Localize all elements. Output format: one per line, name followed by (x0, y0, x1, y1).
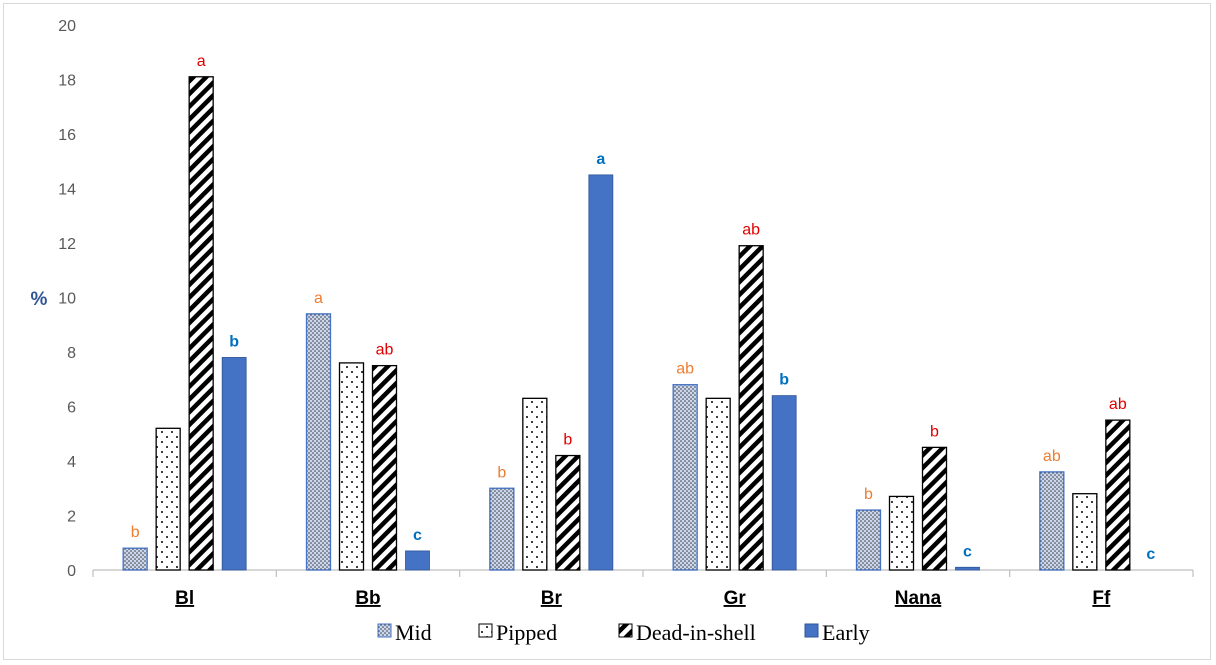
bar-pipped-gr (705, 397, 731, 571)
x-category-label: Ff (1092, 588, 1111, 609)
bar-early-br (588, 174, 614, 571)
bar-dead-in-shell-gr (738, 245, 764, 571)
bar-pipped-nana (888, 495, 915, 571)
significance-letter: b (930, 423, 939, 440)
significance-letter: b (779, 372, 789, 389)
bar-dead-in-shell-br (555, 454, 581, 571)
y-tick-label: 2 (67, 509, 76, 526)
legend-label: Early (822, 620, 870, 645)
bar-dead-in-shell-bb (371, 364, 398, 571)
bar-dead-in-shell-bl (188, 76, 214, 571)
significance-letter: a (596, 151, 605, 168)
bar-mid-ff (1039, 471, 1065, 571)
legend-swatch (804, 623, 819, 638)
y-tick-label: 12 (58, 236, 76, 253)
significance-letter: b (131, 524, 140, 541)
significance-letter: ab (1043, 448, 1061, 465)
significance-letter: b (229, 333, 239, 350)
bar-mid-nana (855, 509, 882, 571)
x-category-label: Bb (355, 588, 380, 609)
significance-letter: a (314, 290, 323, 307)
significance-letter: c (1146, 546, 1155, 563)
bar-dead-in-shell-nana (921, 446, 948, 571)
y-tick-label: 6 (67, 400, 76, 417)
bar-pipped-bb (338, 362, 365, 571)
bar-pipped-ff (1072, 493, 1098, 571)
x-category-label: Gr (724, 588, 747, 609)
significance-letter: b (864, 486, 873, 503)
bar-mid-br (489, 487, 515, 571)
y-tick-label: 0 (67, 563, 76, 580)
bar-early-nana (955, 566, 980, 571)
significance-letter: c (963, 543, 972, 560)
significance-letter: a (197, 53, 206, 70)
significance-letter: ab (376, 342, 394, 359)
y-tick-label: 20 (58, 18, 76, 35)
y-tick-label: 14 (58, 182, 76, 199)
significance-letter: b (563, 432, 572, 449)
significance-letter: b (497, 464, 506, 481)
y-tick-label: 4 (67, 454, 76, 471)
bar-mid-bl (122, 547, 148, 571)
bar-early-gr (771, 395, 797, 571)
bar-dead-in-shell-ff (1105, 419, 1131, 571)
x-category-label: Nana (895, 588, 942, 609)
bar-mid-bb (305, 313, 332, 571)
legend-label: Mid (395, 620, 432, 645)
bar-pipped-br (522, 397, 548, 571)
legend-label: Pipped (496, 620, 557, 645)
y-axis-label: % (31, 289, 48, 310)
bar-mid-gr (672, 384, 698, 571)
y-tick-label: 18 (58, 73, 76, 90)
x-category-label: Br (541, 588, 563, 609)
legend-swatch (377, 623, 392, 638)
significance-letter: c (413, 527, 422, 544)
y-tick-label: 10 (58, 291, 76, 308)
legend-swatch (478, 623, 493, 638)
significance-letter: ab (1109, 396, 1127, 413)
bar-pipped-bl (155, 427, 181, 571)
bar-early-bb (405, 550, 430, 571)
x-category-label: Bl (175, 588, 194, 609)
bar-early-bl (221, 357, 247, 571)
y-tick-label: 16 (58, 127, 76, 144)
legend-swatch (618, 623, 633, 638)
significance-letter: ab (676, 361, 694, 378)
y-tick-label: 8 (67, 345, 76, 362)
legend-label: Dead-in-shell (636, 620, 756, 645)
significance-letter: ab (742, 222, 760, 239)
